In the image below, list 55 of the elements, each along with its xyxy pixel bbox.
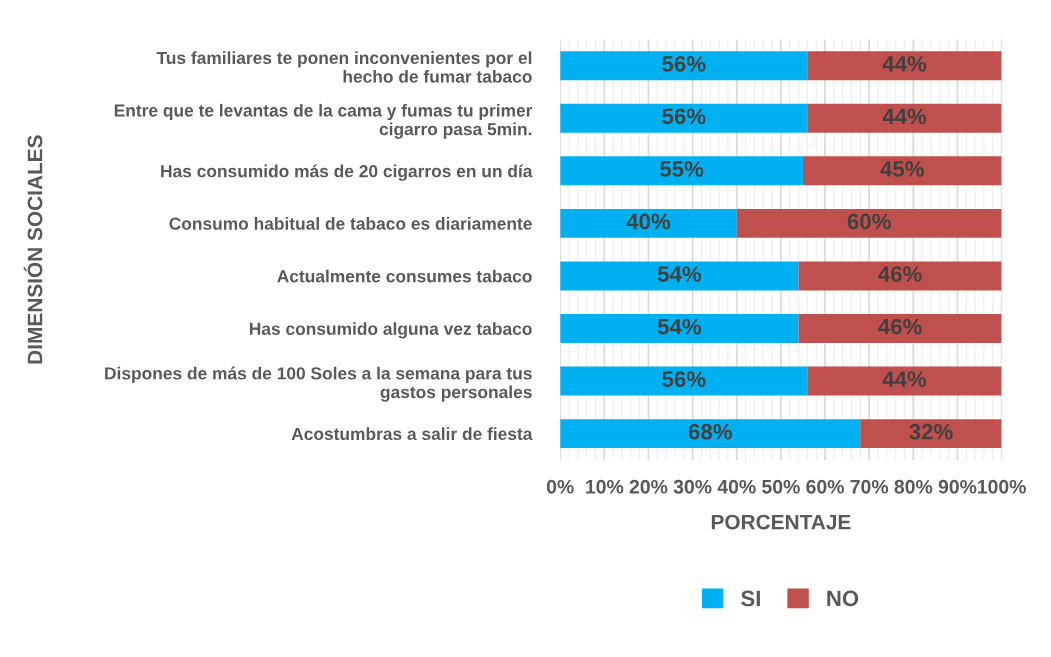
- data-label: 56%: [662, 371, 706, 388]
- x-tick-label: 0%: [546, 479, 574, 494]
- data-label: 46%: [878, 318, 922, 335]
- bar: [560, 314, 799, 343]
- y-tick-label: Tus familiares te ponen inconvenientes por el hecho de fumar tabaco: [156, 51, 532, 83]
- legend-label: SI: [741, 590, 760, 607]
- bar: [807, 103, 1002, 133]
- bar: [798, 261, 1002, 291]
- x-tick-label: 20%: [629, 479, 668, 494]
- data-label: 56%: [662, 55, 706, 72]
- bar: [560, 103, 808, 133]
- y-axis-title: DIMENSIÓN SOCIALES: [23, 135, 43, 364]
- data-label: 45%: [880, 161, 924, 177]
- data-label: 32%: [909, 423, 953, 440]
- bar: [560, 366, 808, 396]
- data-label: 40%: [626, 213, 671, 230]
- bar: [802, 156, 1002, 186]
- data-label: 54%: [657, 318, 702, 335]
- data-label: 46%: [878, 266, 922, 282]
- bar: [736, 208, 1002, 238]
- y-tick-label: Dispones de más de 100 Soles a la semana para tus gastos personales: [105, 366, 532, 402]
- x-axis-title: PORCENTAJE: [711, 514, 851, 530]
- bar: [798, 314, 1002, 343]
- data-label: 60%: [847, 213, 891, 230]
- bar: [560, 156, 803, 186]
- x-tick-label: 80%: [894, 479, 933, 494]
- y-tick-label: Has consumido alguna vez tabaco: [249, 322, 532, 339]
- bar: [560, 261, 799, 291]
- data-label: 44%: [882, 55, 927, 72]
- y-tick-label: Actualmente consumes tabaco: [277, 269, 532, 283]
- x-tick-label: 100%: [977, 479, 1026, 494]
- data-label: 54%: [657, 266, 702, 282]
- y-tick-label: Consumo habitual de tabaco es diariamente: [169, 217, 532, 230]
- x-tick-label: 90%: [938, 479, 977, 494]
- y-tick-label: Entre que te levantas de la cama y fumas tu primer cigarro pasa 5min.: [114, 103, 533, 139]
- x-tick-label: 70%: [850, 479, 889, 494]
- bar: [560, 419, 861, 449]
- legend-label: NO: [827, 590, 859, 607]
- x-tick-label: 50%: [762, 479, 800, 494]
- y-tick-label: Has consumido más de 20 cigarros en un día: [161, 164, 533, 181]
- data-label: 55%: [660, 161, 704, 177]
- bar: [807, 366, 1002, 396]
- x-tick-label: 60%: [806, 479, 844, 494]
- data-label: 56%: [662, 108, 706, 125]
- bar: [860, 419, 1002, 449]
- x-tick-label: 40%: [717, 479, 756, 494]
- bar: [807, 51, 1002, 81]
- bar: [560, 51, 808, 81]
- x-tick-label: 10%: [586, 479, 624, 494]
- x-tick-label: 30%: [673, 479, 712, 494]
- bar: [560, 208, 737, 238]
- y-tick-label: Acostumbras a salir de fiesta: [291, 427, 533, 441]
- data-label: 44%: [882, 108, 927, 125]
- data-label: 44%: [882, 371, 927, 387]
- data-label: 68%: [688, 423, 732, 440]
